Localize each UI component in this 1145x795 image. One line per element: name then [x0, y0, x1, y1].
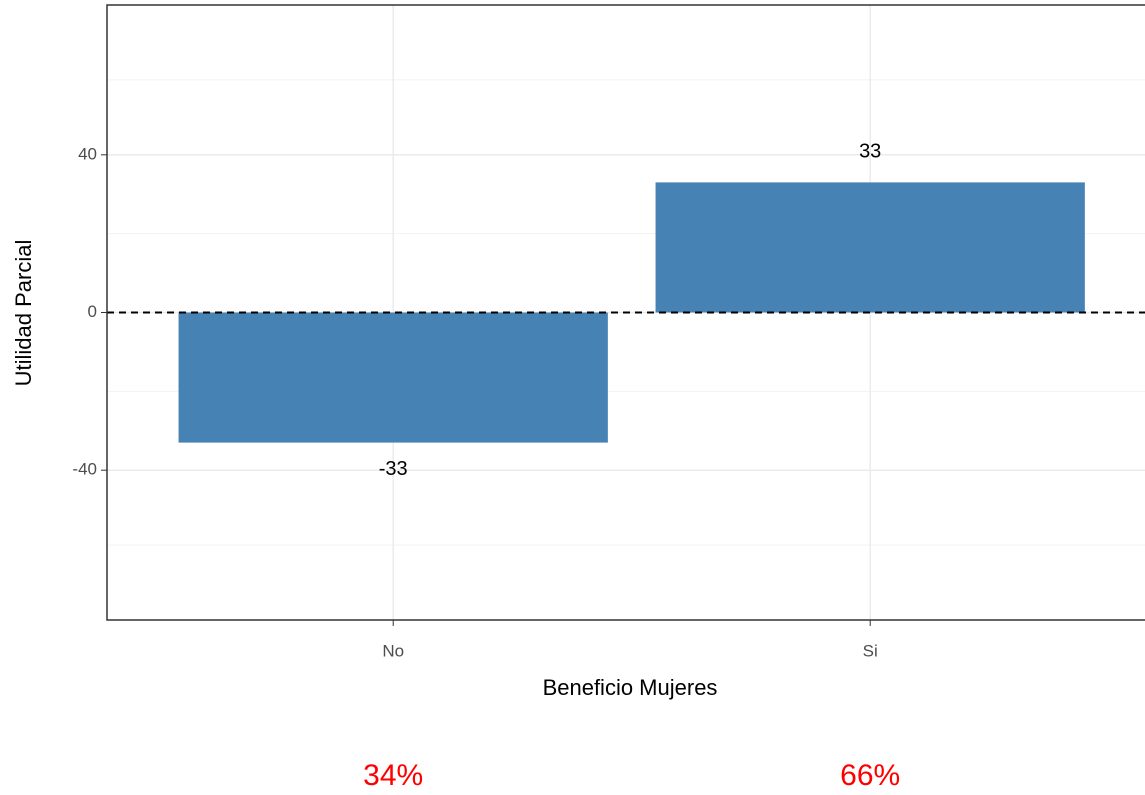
y-tick-label: 40 [78, 144, 97, 163]
y-tick-label: 0 [88, 302, 97, 321]
bar [178, 312, 608, 443]
x-axis-title: Beneficio Mujeres [543, 675, 718, 700]
annotation: 34% [363, 759, 423, 792]
y-axis-title: Utilidad Parcial [11, 240, 36, 387]
y-tick-label: -40 [72, 460, 97, 479]
bar [655, 182, 1085, 313]
x-tick-label: Si [863, 641, 878, 660]
data-label: -33 [379, 458, 408, 480]
panel-border [106, 4, 1145, 621]
x-tick-label: No [382, 641, 404, 660]
data-label: 33 [859, 141, 881, 163]
annotation: 66% [840, 759, 900, 792]
